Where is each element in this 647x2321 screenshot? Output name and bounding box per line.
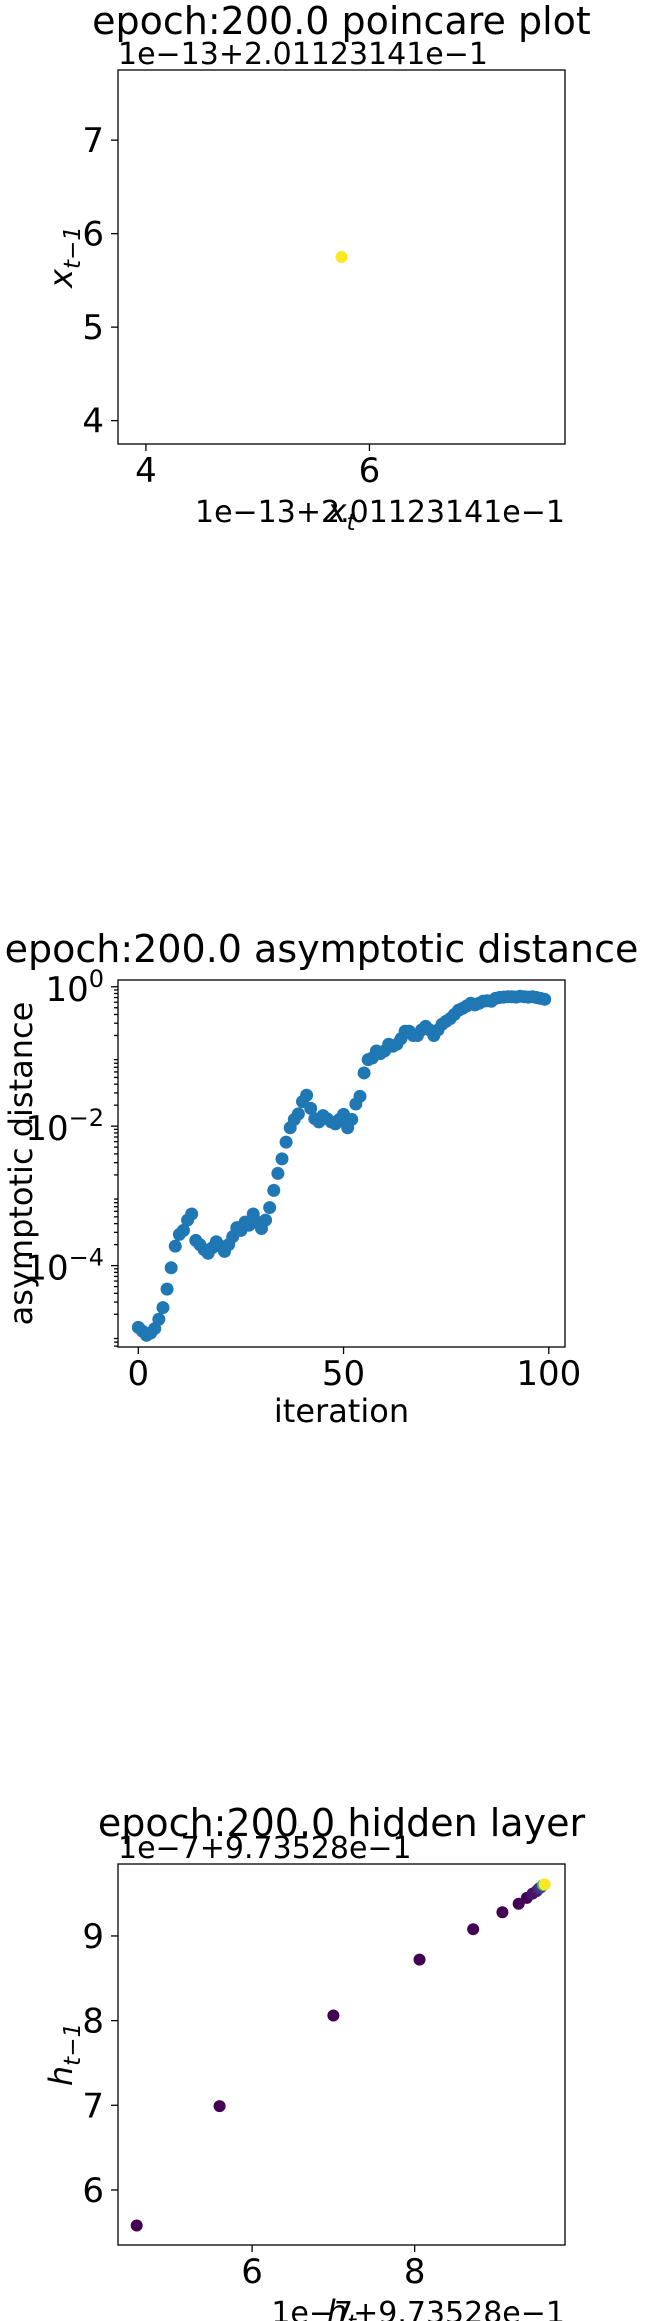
data-point <box>259 1213 273 1227</box>
x-tick-label: 100 <box>516 1354 581 1394</box>
data-point <box>467 1923 480 1936</box>
x-tick-label: 6 <box>241 2252 263 2292</box>
y-tick-label: 4 <box>82 402 104 442</box>
data-point <box>327 2009 340 2022</box>
data-point <box>271 1166 285 1180</box>
y-axis-label: ht−1 <box>42 2023 86 2086</box>
plot-frame <box>117 979 566 1348</box>
y-tick-label: 9 <box>82 1917 104 1957</box>
data-point <box>345 1112 359 1126</box>
x-offset-label: 1e−13+2.01123141e−1 <box>195 495 565 530</box>
data-point <box>335 251 348 263</box>
chart-title: epoch:200.0 asymptotic distance <box>5 927 639 971</box>
plot-frame <box>117 69 566 445</box>
data-point <box>160 1282 174 1296</box>
data-point <box>304 1101 318 1115</box>
y-tick-label: 10−2 <box>25 1104 104 1149</box>
data-point <box>185 1207 199 1221</box>
plot-frame <box>117 1863 566 2246</box>
data-point <box>538 992 552 1006</box>
y-tick-label: 6 <box>82 215 104 255</box>
y-tick-label: 6 <box>82 2171 104 2211</box>
chart-2: epoch:200.0 asymptotic distance 0 50 100 10−… <box>2 927 638 1430</box>
x-tick-label: 8 <box>404 2252 426 2292</box>
y-axis-label: xt−1 <box>42 226 86 289</box>
data-point <box>168 1239 182 1253</box>
y-tick-label: 7 <box>82 2086 104 2126</box>
data-point <box>279 1135 293 1149</box>
data-point <box>291 1107 305 1121</box>
data-point <box>176 1223 190 1237</box>
x-tick-label: 4 <box>135 451 157 491</box>
x-axis-label: ht <box>327 2293 357 2321</box>
y-tick-label: 7 <box>82 121 104 161</box>
y-axis-label: asymptotic distance <box>2 1002 40 1326</box>
x-axis-label: xt <box>327 492 357 536</box>
y-tick-label: 10−4 <box>25 1244 104 1289</box>
chart-1: epoch:200.0 poincare plot 4 6 4 5 6 7 1e−13+2.0… <box>42 0 591 536</box>
chart-3: epoch:200.0 hidden layer 6 8 6 7 8 9 1e−7+9.735… <box>42 1801 585 2321</box>
y-offset-label: 1e−7+9.73528e−1 <box>118 1831 412 1866</box>
data-point <box>538 1878 551 1891</box>
y-tick-label: 100 <box>45 965 104 1010</box>
y-tick-label: 8 <box>82 2002 104 2042</box>
x-offset-label: 1e−7+9.73528e−1 <box>271 2296 565 2321</box>
data-point <box>164 1261 178 1275</box>
x-tick-label: 6 <box>359 451 381 491</box>
data-point <box>156 1301 170 1315</box>
data-point <box>357 1066 371 1080</box>
y-tick-label: 5 <box>82 308 104 348</box>
data-point <box>213 2100 226 2113</box>
data-point <box>275 1152 289 1166</box>
data-point <box>152 1312 166 1326</box>
chart-title: epoch:200.0 hidden layer <box>98 1801 586 1845</box>
data-point <box>413 1953 426 1966</box>
data-point <box>300 1088 314 1102</box>
data-point <box>496 1906 509 1919</box>
y-offset-label: 1e−13+2.01123141e−1 <box>118 37 488 72</box>
data-point <box>130 2219 143 2232</box>
chart-title: epoch:200.0 poincare plot <box>92 0 591 43</box>
x-tick-label: 50 <box>322 1354 365 1394</box>
data-point <box>263 1201 277 1215</box>
data-point <box>267 1183 281 1197</box>
x-tick-label: 0 <box>127 1354 149 1394</box>
x-axis-label: iteration <box>274 1392 409 1430</box>
data-point <box>353 1089 367 1103</box>
